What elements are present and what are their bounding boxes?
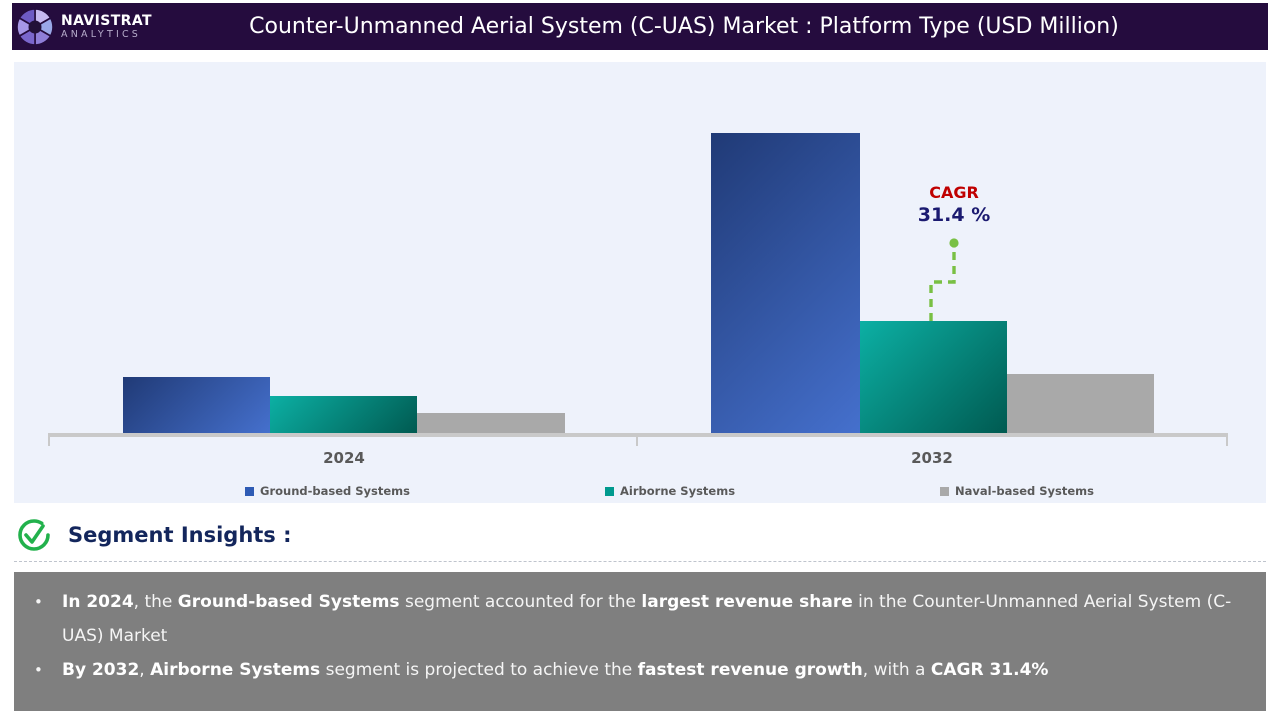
insights-box: • In 2024, the Ground-based Systems segm… [14,572,1266,711]
cagr-value: 31.4 % [917,204,991,226]
segment-insights-title: Segment Insights : [68,523,292,547]
legend-swatch-ground-based [245,486,254,496]
legend-item-naval-based: Naval-based Systems [940,484,1094,498]
legend-label: Ground-based Systems [260,484,411,498]
category-label-2024: 2024 [323,449,365,467]
brand-name: NAVISTRAT [61,12,152,29]
cagr-label: CAGR [929,183,979,202]
bullet-marker: • [34,593,43,611]
axis-tick [1226,437,1228,446]
dashed-separator [14,561,1266,562]
bar-naval-based-2024 [417,413,565,433]
insight-bullet-1: • In 2024, the Ground-based Systems segm… [14,585,1244,653]
insight-bullet-2: • By 2032, Airborne Systems segment is p… [14,653,1244,687]
category-label-2032: 2032 [911,449,953,467]
segment-insights-heading: Segment Insights : [16,517,292,553]
bar-ground-based-2024 [123,377,270,433]
legend-item-airborne: Airborne Systems [605,484,735,498]
legend-swatch-airborne [605,486,614,496]
legend-item-ground-based: Ground-based Systems [245,484,410,498]
legend-swatch-naval-based [940,486,949,496]
chart-legend: Ground-based Systems Airborne Systems Na… [14,484,1266,502]
bullet-marker: • [34,661,43,679]
bar-naval-based-2032 [1007,374,1154,433]
brand-subtitle: ANALYTICS [61,28,142,40]
axis-tick [48,437,50,446]
check-circle-icon [18,519,50,551]
header-bar: NAVISTRAT ANALYTICS Counter-Unmanned Aer… [12,3,1268,50]
cagr-annotation: CAGR 31.4 % [883,182,1025,228]
cagr-connector-line [929,238,959,321]
insight-text-1: In 2024, the Ground-based Systems segmen… [62,592,1232,646]
x-axis-line [48,433,1228,437]
bar-airborne-2032 [860,321,1007,433]
brand-logo: NAVISTRAT ANALYTICS [12,7,170,46]
brand-text: NAVISTRAT ANALYTICS [61,12,152,40]
bar-ground-based-2032 [711,133,860,433]
legend-label: Airborne Systems [620,484,736,498]
legend-label: Naval-based Systems [955,484,1094,498]
axis-tick [636,437,638,446]
navistrat-shutter-logo-icon [16,7,54,46]
insight-text-2: By 2032, Airborne Systems segment is pro… [62,660,1049,680]
page-title: Counter-Unmanned Aerial System (C-UAS) M… [249,14,1119,39]
bar-airborne-2024 [270,396,417,433]
bar-chart: 2024 2032 CAGR 31.4 % Ground-based Syste… [14,62,1266,503]
